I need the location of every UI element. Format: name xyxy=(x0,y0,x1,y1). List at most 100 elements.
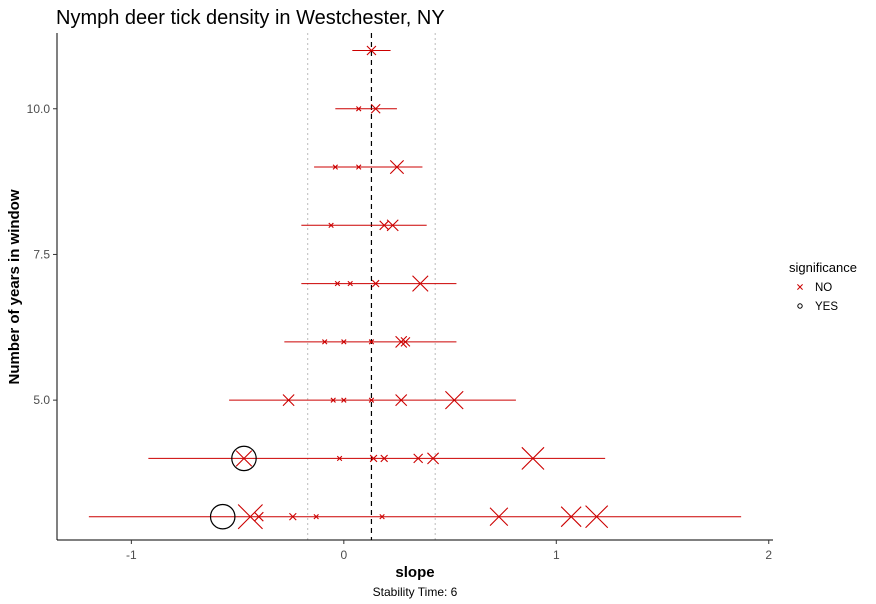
data-point-no xyxy=(369,454,378,463)
x-mark xyxy=(379,220,390,231)
x-mark xyxy=(332,164,339,170)
x-tick-label: -1 xyxy=(126,548,137,562)
data-point-no xyxy=(412,275,429,292)
data-point-no xyxy=(585,505,609,529)
data-point-no xyxy=(368,397,375,403)
x-mark xyxy=(313,514,319,520)
x-mark xyxy=(328,222,334,228)
data-point-no xyxy=(400,336,411,347)
data-point-no xyxy=(237,504,263,530)
x-tick-label: 2 xyxy=(765,548,772,562)
x-mark xyxy=(235,450,253,467)
x-mark xyxy=(282,394,295,407)
data-point-no xyxy=(253,511,264,522)
x-mark xyxy=(560,506,582,528)
chart-caption: Stability Time: 6 xyxy=(373,585,458,599)
data-point-no xyxy=(386,219,399,232)
x-mark xyxy=(341,397,347,403)
data-point-no xyxy=(356,106,362,112)
x-mark xyxy=(521,446,545,470)
data-point-no xyxy=(366,45,377,56)
chart-title: Nymph deer tick density in Westchester, … xyxy=(56,7,445,29)
x-mark xyxy=(341,339,347,345)
data-point-no xyxy=(330,397,336,403)
x-mark xyxy=(369,454,378,463)
x-mark xyxy=(322,339,328,345)
data-point-no xyxy=(560,506,582,528)
data-point-no xyxy=(371,279,380,288)
x-mark xyxy=(585,505,609,529)
x-mark xyxy=(289,512,297,521)
data-point-yes xyxy=(231,445,257,472)
data-point-no xyxy=(379,220,390,231)
x-mark xyxy=(371,279,380,288)
data-point-no xyxy=(521,446,545,470)
x-mark xyxy=(445,390,464,410)
data-point-no xyxy=(370,103,381,114)
data-point-no xyxy=(282,394,295,407)
x-mark xyxy=(370,103,381,114)
data-point-no xyxy=(427,452,440,465)
x-mark xyxy=(389,159,405,175)
data-point-no xyxy=(380,454,388,463)
x-mark xyxy=(427,452,440,465)
x-mark xyxy=(366,45,377,56)
data-point-no xyxy=(341,339,347,345)
x-mark xyxy=(368,397,375,403)
data-point-no xyxy=(347,280,353,287)
y-axis-ticks: 5.0 7.5 10.0 xyxy=(27,102,57,407)
data-point-no xyxy=(445,390,464,410)
legend-key-yes xyxy=(797,303,803,309)
x-mark xyxy=(334,280,341,287)
x-tick-label: 0 xyxy=(340,548,347,562)
data-point-no xyxy=(368,339,375,345)
x-tick-label: 1 xyxy=(553,548,560,562)
x-mark xyxy=(489,507,509,526)
data-point-no xyxy=(235,450,253,467)
legend-label: YES xyxy=(815,301,838,313)
data-point-no xyxy=(341,397,347,403)
data-point-no xyxy=(336,455,343,462)
data-point-no xyxy=(356,164,362,170)
y-tick-label: 5.0 xyxy=(33,393,50,407)
data-point-no xyxy=(395,394,408,407)
data-point-yes xyxy=(209,503,236,530)
x-mark xyxy=(386,219,399,232)
data-point-no xyxy=(389,159,405,175)
legend: significance NO YES xyxy=(789,260,857,313)
y-axis-title: Number of years in window xyxy=(6,189,23,384)
x-mark xyxy=(347,280,353,287)
data-point-no xyxy=(332,164,339,170)
x-mark xyxy=(395,335,408,348)
legend-title: significance xyxy=(789,260,857,275)
x-mark xyxy=(412,275,429,292)
data-point-no xyxy=(313,514,319,520)
x-mark xyxy=(356,106,362,112)
x-mark xyxy=(237,504,263,530)
x-axis-title: slope xyxy=(395,564,434,581)
x-mark xyxy=(380,454,388,463)
legend-label: NO xyxy=(815,282,832,294)
x-axis-ticks: -1 0 1 2 xyxy=(126,540,772,562)
y-tick-label: 10.0 xyxy=(27,102,51,116)
x-mark xyxy=(395,394,408,407)
x-mark xyxy=(356,164,362,170)
x-mark xyxy=(330,397,336,403)
x-mark xyxy=(379,514,385,520)
x-mark xyxy=(400,336,411,347)
y-tick-label: 7.5 xyxy=(33,247,50,261)
data-point-no xyxy=(328,222,334,228)
x-mark xyxy=(336,455,343,462)
data-point-no xyxy=(413,453,424,464)
data-point-no xyxy=(334,280,341,287)
data-point-no xyxy=(379,514,385,520)
x-mark xyxy=(368,339,375,345)
data-point-no xyxy=(289,512,297,521)
data-point-no xyxy=(489,507,509,526)
plot-area xyxy=(88,33,742,540)
data-point-no xyxy=(322,339,328,345)
x-mark xyxy=(253,511,264,522)
data-point-no xyxy=(395,335,408,348)
x-mark xyxy=(413,453,424,464)
